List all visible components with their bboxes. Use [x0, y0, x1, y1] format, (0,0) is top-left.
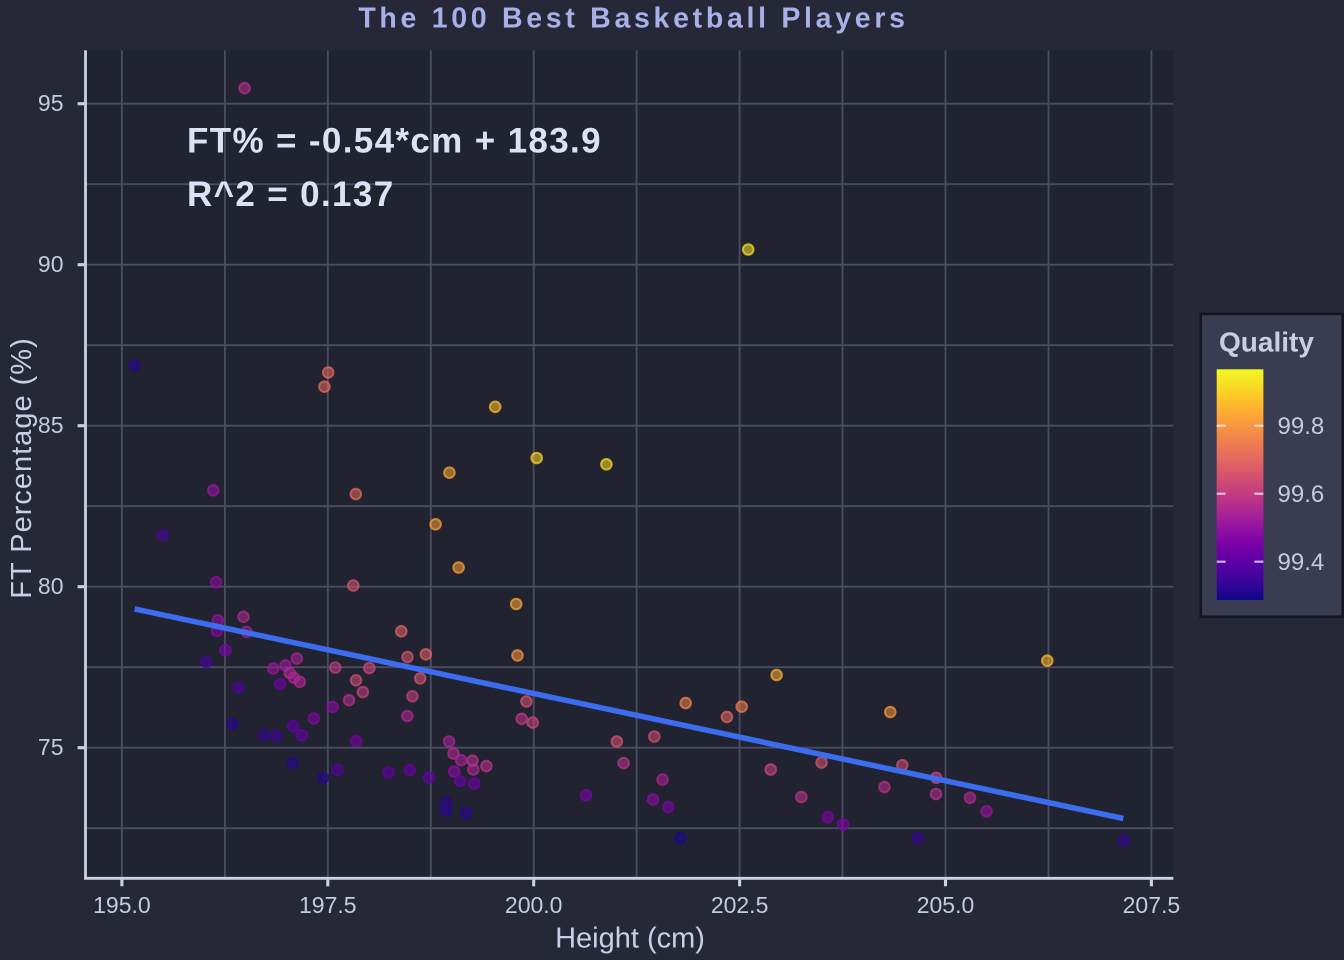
svg-text:99.6: 99.6 — [1278, 481, 1325, 508]
svg-text:200.0: 200.0 — [505, 892, 563, 918]
svg-text:R^2 = 0.137: R^2 = 0.137 — [187, 175, 395, 214]
svg-text:Height (cm): Height (cm) — [555, 922, 705, 954]
svg-text:Quality: Quality — [1219, 327, 1314, 358]
svg-text:99.4: 99.4 — [1278, 549, 1325, 576]
svg-text:80: 80 — [38, 573, 64, 599]
svg-text:205.0: 205.0 — [917, 892, 975, 918]
svg-text:95: 95 — [38, 90, 64, 116]
svg-text:85: 85 — [38, 412, 64, 438]
svg-text:197.5: 197.5 — [299, 892, 357, 918]
svg-text:99.8: 99.8 — [1278, 413, 1325, 440]
svg-text:90: 90 — [38, 251, 64, 277]
svg-text:The 100 Best Basketball Player: The 100 Best Basketball Players — [358, 3, 908, 35]
svg-text:FT Percentage (%): FT Percentage (%) — [6, 337, 38, 598]
svg-text:FT% = -0.54*cm + 183.9: FT% = -0.54*cm + 183.9 — [187, 122, 602, 161]
svg-text:75: 75 — [38, 734, 64, 760]
svg-text:207.5: 207.5 — [1123, 892, 1181, 918]
svg-text:195.0: 195.0 — [93, 892, 151, 918]
svg-text:202.5: 202.5 — [711, 892, 769, 918]
